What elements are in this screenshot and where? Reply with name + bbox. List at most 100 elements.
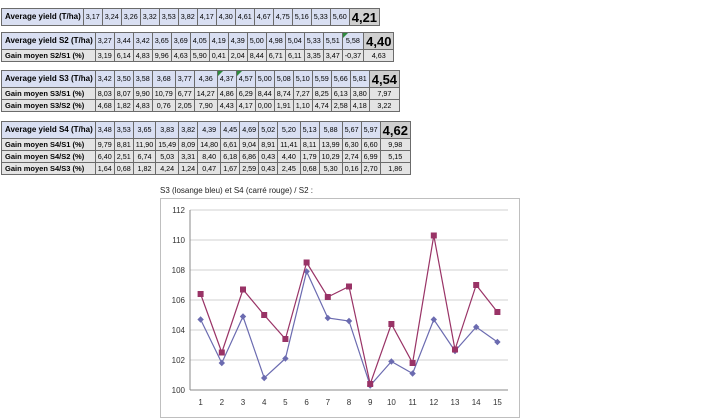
value-cell: 6,77 (174, 87, 195, 100)
y-tick-label: 102 (172, 356, 186, 365)
value-cell: 4,61 (234, 8, 255, 26)
x-tick-label: 6 (304, 398, 309, 407)
value-cell: 6,11 (284, 49, 305, 62)
value-cell: 4,98 (265, 32, 286, 50)
total-cell: 4,54 (368, 70, 401, 88)
value-cell: 3,82 (178, 121, 199, 139)
total-cell: 1,86 (379, 162, 411, 175)
value-cell: 6,18 (220, 150, 241, 163)
value-cell: 8,03 (94, 87, 115, 100)
average-yield-row: Average yield S2 (T/ha) 3,27 3,44 3,42 3,65 3… (1, 32, 395, 50)
value-cell: 5,33 (310, 8, 331, 26)
value-cell: 0,47 (197, 162, 222, 175)
value-cell: 3,47 (322, 49, 343, 62)
gain-row: Gain moyen S3/S2 (%) 4,68 1,82 4,83 0,76 2,05… (1, 99, 401, 112)
value-cell: 8,25 (311, 87, 332, 100)
square-point (367, 381, 374, 387)
diamond-point (409, 370, 416, 377)
total-cell: 4,62 (379, 121, 411, 139)
value-cell: 5,67 (341, 121, 362, 139)
value-cell: 8,91 (258, 138, 279, 151)
value-cell: 5,30 (318, 162, 343, 175)
row-label: Gain moyen S4/S3 (%) (1, 162, 96, 175)
square-point (452, 346, 458, 353)
square-point (240, 286, 246, 293)
square-point (409, 360, 416, 366)
diamond-point (388, 358, 395, 365)
value-cell: 2,05 (174, 99, 195, 112)
value-cell: 4,86 (216, 87, 237, 100)
value-cell: 14,27 (193, 87, 218, 100)
value-cell: 5,51 (322, 32, 343, 50)
yield-table-3: Average yield S3 (T/ha) 3,42 3,50 3,58 3,68 3… (1, 70, 401, 112)
total-cell: 7,97 (368, 87, 401, 100)
value-cell: 5,33 (303, 32, 324, 50)
total-cell: 5,15 (379, 150, 411, 163)
value-cell: 4,05 (189, 32, 210, 50)
value-cell: 4,57 (235, 70, 256, 88)
value-cell: 10,79 (151, 87, 176, 100)
y-tick-label: 112 (172, 206, 185, 215)
value-cell: 6,14 (113, 49, 134, 62)
yield-table-2: Average yield S2 (T/ha) 3,27 3,44 3,42 3,65 3… (1, 32, 395, 62)
value-cell: 6,71 (265, 49, 286, 62)
value-cell: 7,90 (193, 99, 218, 112)
row-label: Gain moyen S3/S1 (%) (1, 87, 96, 100)
value-cell: 8,07 (113, 87, 134, 100)
value-cell: 9,04 (239, 138, 260, 151)
value-cell: 4,67 (253, 8, 274, 26)
value-cell: 6,13 (330, 87, 351, 100)
y-tick-label: 106 (172, 296, 186, 305)
value-cell: 9,90 (132, 87, 153, 100)
value-cell: 3,17 (82, 8, 103, 26)
diamond-point (218, 359, 225, 367)
value-cell: 2,70 (360, 162, 381, 175)
square-point (430, 232, 437, 239)
value-cell: 1,64 (94, 162, 115, 175)
diamond-point (261, 374, 268, 382)
value-cell: 0,16 (341, 162, 362, 175)
chart-frame (160, 198, 520, 418)
yield-table-4: Average yield S4 (T/ha) 3,48 3,53 3,65 3,83 3… (1, 121, 411, 175)
value-cell: 5,59 (311, 70, 332, 88)
value-cell: 3,44 (113, 32, 134, 50)
value-cell: 3,82 (177, 8, 198, 26)
row-label: Average yield S4 (T/ha) (1, 121, 96, 139)
value-cell: 5,16 (291, 8, 312, 26)
value-cell: 9,96 (151, 49, 172, 62)
value-cell: 3,58 (132, 70, 153, 88)
value-cell: 4,18 (349, 99, 370, 112)
value-cell: 7,27 (292, 87, 313, 100)
value-cell: 2,45 (277, 162, 301, 175)
value-cell: 5,88 (318, 121, 343, 139)
value-cell: 5,02 (258, 121, 279, 139)
y-tick-label: 110 (172, 236, 185, 245)
diamond-point (473, 323, 480, 331)
value-cell: 1,10 (292, 99, 313, 112)
square-point (197, 291, 204, 297)
value-cell: 6,60 (360, 138, 381, 151)
value-cell: 3,83 (155, 121, 180, 139)
x-tick-label: 3 (241, 398, 246, 407)
value-cell: 5,66 (330, 70, 351, 88)
value-cell: 15,49 (155, 138, 180, 151)
value-cell: 6,40 (94, 150, 115, 163)
x-tick-label: 13 (451, 398, 460, 407)
value-cell: 6,99 (360, 150, 381, 163)
total-cell: 4,63 (363, 49, 395, 62)
value-cell: 3,53 (113, 121, 134, 139)
diamond-point (345, 317, 353, 325)
value-cell: 4,19 (208, 32, 229, 50)
square-point (473, 282, 480, 288)
value-cell: 4,39 (227, 32, 248, 50)
x-tick-label: 9 (368, 398, 373, 407)
value-cell: 3,26 (120, 8, 141, 26)
value-cell: 4,83 (132, 49, 153, 62)
square-point (324, 294, 331, 300)
x-tick-label: 1 (198, 398, 203, 407)
value-cell: 0,41 (208, 49, 229, 62)
value-cell: 3,31 (178, 150, 199, 163)
value-cell: 3,24 (101, 8, 122, 26)
x-tick-label: 4 (262, 398, 267, 407)
x-tick-label: 15 (493, 398, 502, 407)
